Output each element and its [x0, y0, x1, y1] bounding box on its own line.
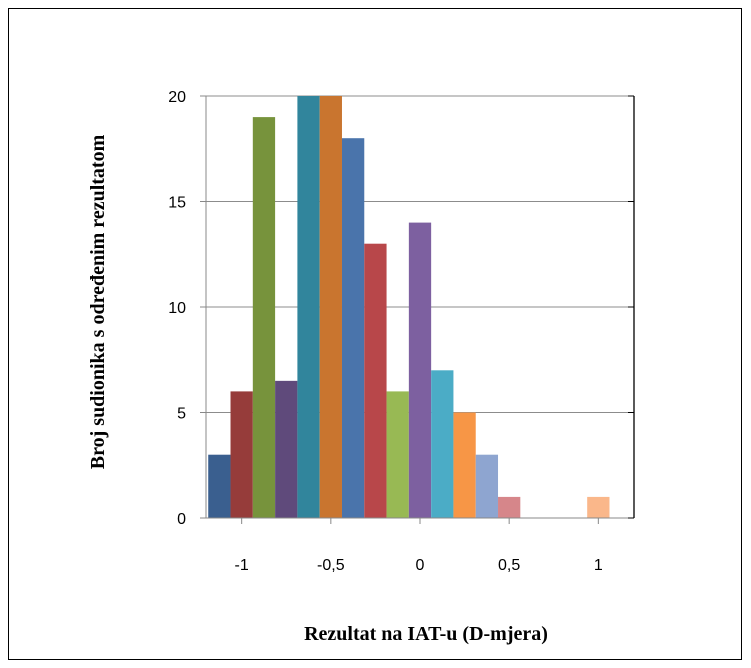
y-tick-labels: 0 5 10 15 20 [168, 89, 634, 528]
bar-13 [498, 496, 521, 518]
bar-0 [208, 454, 231, 518]
bar-11 [453, 412, 476, 518]
y-tick-label-2: 10 [168, 300, 186, 317]
bar-5 [319, 96, 342, 518]
bar-10 [431, 370, 454, 518]
x-axis-title: Rezultat na IAT-u (D-mjera) [304, 623, 548, 645]
bar-4 [297, 96, 320, 518]
y-axis-title: Broj sudionika s određenim rezultatom [87, 134, 109, 469]
bar-1 [230, 391, 253, 518]
x-tick-label-1: -0,5 [317, 557, 345, 574]
y-tick-label-4: 20 [168, 89, 186, 106]
bar-12 [475, 454, 499, 518]
y-tick-label-3: 15 [168, 195, 186, 212]
y-tick-label-0: 0 [177, 511, 186, 528]
bar-6 [341, 138, 365, 518]
bars [208, 96, 610, 518]
x-tick-label-2: 0 [416, 557, 425, 574]
x-tick-labels: -1 -0,5 0 0,5 1 [235, 518, 603, 574]
y-tick-label-1: 5 [177, 406, 186, 423]
bar-2 [252, 117, 276, 518]
bar-9 [408, 222, 432, 518]
x-tick-label-4: 1 [594, 557, 603, 574]
bar-14 [587, 496, 610, 518]
bar-3 [275, 380, 298, 518]
x-tick-label-3: 0,5 [498, 557, 520, 574]
x-tick-label-0: -1 [235, 557, 249, 574]
bar-7 [364, 243, 387, 518]
bar-8 [386, 391, 409, 518]
